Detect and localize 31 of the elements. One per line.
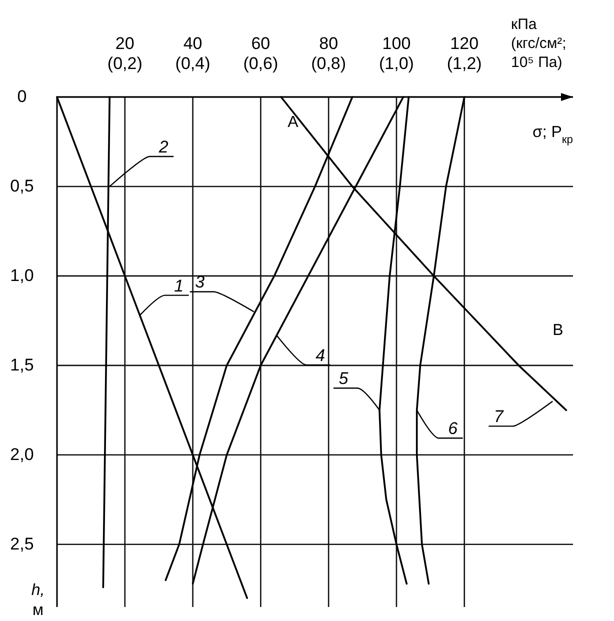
y-tick-label: 1,0 [10,266,34,285]
x2-tick-label: (0,6) [243,54,278,73]
x-tick-label: 100 [382,34,411,53]
x-tick-label: 60 [251,34,270,53]
y-axis-title: h, м [31,582,45,619]
y-tick-label: 2,0 [10,444,34,464]
y-tick-label: 2,5 [10,534,34,554]
x-tick-label: 120 [450,34,479,53]
x2-axis-title: (кгс/см²; 10⁵ Па) [511,35,566,71]
x2-tick-label: (1,2) [446,54,482,73]
annotation: A [288,114,299,131]
y-tick-label: 1,5 [10,355,34,374]
annotation: 6 [448,419,458,438]
annotation: 7 [494,407,504,426]
x-tick-label: 80 [319,34,338,53]
x2-tick-label: (0,4) [175,54,210,73]
x-axis-title: кПа [511,16,538,33]
x2-tick-label: (0,2) [107,54,142,73]
annotation: 5 [338,369,349,388]
annotation: 4 [316,346,326,365]
annotation: 1 [174,276,184,296]
x-tick-label: 40 [183,34,202,53]
annotation: 3 [195,272,206,292]
y-tick-label: 0,5 [10,176,34,196]
annotation: σ; P$_{кр}$ [532,124,573,146]
x2-tick-label: (0,8) [311,54,346,73]
annotation: 2 [158,137,169,156]
x-tick-label: 20 [115,34,134,53]
annotation: B [552,322,564,339]
x2-tick-label: (1,0) [378,54,414,73]
y-tick-label: 0 [17,87,27,106]
